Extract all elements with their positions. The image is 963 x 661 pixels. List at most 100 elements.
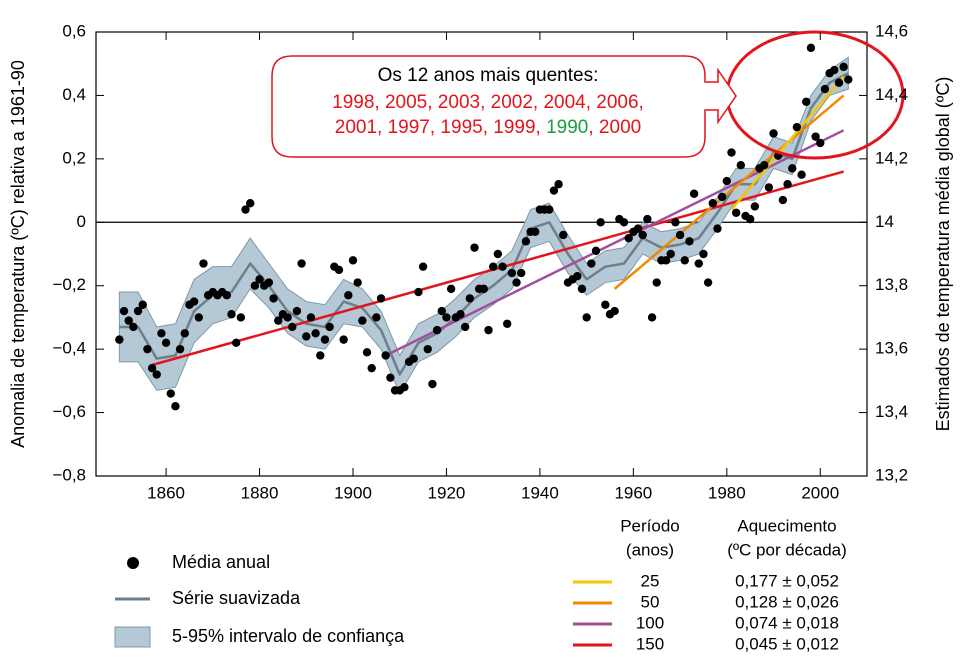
annual-point [521,237,531,246]
annual-point [647,313,657,322]
plot-area [96,43,867,411]
annual-point [479,284,489,294]
annual-point [764,183,774,192]
annual-point [507,268,517,278]
y-tick-label: −0,4 [52,339,86,358]
annual-point [591,246,601,256]
annual-point [666,249,675,259]
annual-point [339,335,348,344]
x-tick-label: 1920 [428,483,466,502]
annual-point [638,230,647,240]
annual-point [143,344,152,354]
table-header: (ºC por década) [727,540,847,559]
y-tick-label: 0,6 [62,21,86,40]
annual-point [727,148,736,157]
x-tick-label: 1960 [614,483,652,502]
x-tick-label: 1860 [147,483,185,502]
annual-point [129,322,138,332]
annual-point [783,180,792,189]
annual-point [386,373,395,382]
y2-tick-label: 13,6 [875,339,908,358]
annual-point [362,348,372,357]
annual-point [147,363,157,373]
annual-point [325,322,334,332]
annual-point [699,249,708,259]
table-period: 25 [641,571,660,590]
annual-point [264,278,274,287]
legend-label: Média anual [172,552,270,572]
annual-point [372,313,381,322]
annual-point [161,338,171,347]
annual-point [334,265,344,275]
annual-point [288,322,297,332]
annual-point [736,161,746,170]
annual-point [250,281,260,290]
annual-point [358,316,367,325]
annual-point [610,306,619,316]
annual-point [554,180,563,189]
annual-point [601,300,610,309]
table-warming: 0,074 ± 0,018 [735,613,839,632]
table-warming: 0,045 ± 0,012 [735,634,839,653]
annual-point [503,319,512,328]
annual-point [675,230,685,240]
annual-point [152,370,161,379]
callout-line: 1998, 2005, 2003, 2002, 2004, 2006, [332,92,644,113]
y-tick-label: 0,2 [62,148,86,167]
annual-point [432,325,442,335]
table-period: 100 [636,613,664,632]
annual-point [255,275,264,284]
annual-point [531,227,540,236]
annual-point [708,199,717,208]
annual-point [778,195,788,205]
annual-point [545,205,554,214]
annual-point [353,278,362,287]
annual-point [582,313,591,322]
annual-point [348,256,358,265]
annual-point [680,256,689,265]
annual-point [231,338,241,347]
annual-point [811,132,820,141]
y2-axis-title: Estimados de temperatura média global (º… [933,77,953,432]
annual-point [517,268,526,278]
annual-point [381,351,390,360]
x-tick-label: 1880 [241,483,279,502]
y-tick-label: 0,4 [62,85,86,104]
table-header: Período [620,516,680,535]
y-tick-label: −0,6 [52,402,86,421]
annual-point [446,284,456,294]
annual-point [437,306,446,316]
annual-point [559,230,568,240]
y-tick-label: −0,2 [52,275,86,294]
annual-point [119,306,129,316]
annual-point [241,205,250,214]
x-tick-label: 1940 [521,483,559,502]
callout-segment: 1990 [546,117,588,138]
annual-point [194,313,203,322]
annual-point [619,218,629,227]
callout-title: Os 12 anos mais quentes: [378,65,599,86]
annual-point [302,332,311,341]
annual-point [549,186,559,195]
annual-point [760,161,769,170]
y2-tick-label: 13,8 [875,275,908,294]
annual-point [311,329,320,338]
annual-point [222,291,232,300]
annual-point [292,306,302,316]
annual-point [830,65,839,75]
annual-point [283,313,292,322]
annual-point [316,351,325,360]
annual-point [802,97,811,106]
y2-tick-label: 13,2 [875,465,908,484]
annual-point [320,335,330,344]
legend: Média anual Série suavizada 5-95% interv… [114,552,405,648]
y2-tick-label: 14 [875,212,894,231]
annual-point [694,259,703,268]
annual-point [498,262,507,271]
annual-point [671,218,680,227]
x-tick-label: 1900 [334,483,372,502]
annual-point [442,313,451,322]
y2-tick-label: 14,4 [875,85,908,104]
trend-line [385,129,845,357]
